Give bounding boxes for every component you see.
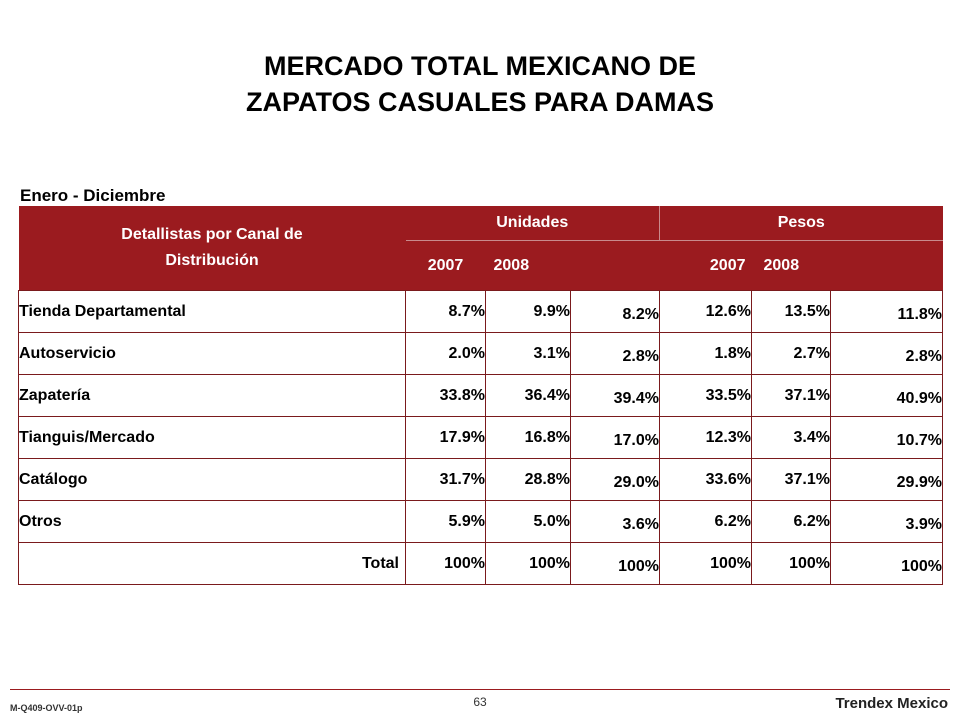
value-cell: 33.8%	[405, 374, 486, 417]
value-cell: 13.5%	[751, 290, 831, 333]
channel-header-line-1: Detallistas por Canal de	[121, 226, 303, 243]
total-label: Total	[18, 542, 406, 585]
value-cell: 100%	[570, 542, 660, 585]
channel-label: Tianguis/Mercado	[18, 416, 406, 459]
value-cell: 100%	[485, 542, 571, 585]
value-cell: 17.0%	[570, 416, 660, 459]
units-group-header: Unidades	[405, 206, 660, 241]
value-cell: 3.9%	[829, 500, 944, 543]
value-cell: 17.9%	[405, 416, 486, 459]
value-cell: 10.7%	[829, 416, 944, 459]
document-code: M-Q409-OVV-01p	[10, 703, 83, 713]
year-header: 2008	[485, 240, 571, 291]
channel-label: Catálogo	[18, 458, 406, 501]
year-header: 2007	[405, 240, 486, 291]
value-cell: 6.2%	[659, 500, 752, 543]
value-cell: 8.7%	[405, 290, 486, 333]
table-header-row-1: Detallistas por Canal de Distribución Un…	[18, 206, 943, 291]
value-cell: 33.5%	[659, 374, 752, 417]
channel-label: Tienda Departamental	[18, 290, 406, 333]
channel-label: Autoservicio	[18, 332, 406, 375]
value-cell: 2.7%	[751, 332, 831, 375]
brand-name: Trendex Mexico	[835, 695, 948, 712]
table-row: Zapatería 33.8% 36.4% 39.4% 33.5% 37.1% …	[18, 374, 944, 417]
value-cell: 2.8%	[829, 332, 944, 375]
value-cell: 40.9%	[829, 374, 944, 417]
value-cell: 3.1%	[485, 332, 571, 375]
value-cell: 28.8%	[485, 458, 571, 501]
value-cell: 33.6%	[659, 458, 752, 501]
value-cell: 39.4%	[570, 374, 660, 417]
value-cell: 12.6%	[659, 290, 752, 333]
page-number: 63	[473, 695, 487, 709]
period-label: Enero - Diciembre	[20, 186, 166, 205]
channel-label: Zapatería	[18, 374, 406, 417]
year-header: 2007	[659, 240, 752, 291]
value-cell: 5.0%	[485, 500, 571, 543]
table-row-total: Total 100% 100% 100% 100% 100% 100%	[18, 542, 944, 585]
table-header-row-2: 2007 2008 2007 2008	[19, 240, 943, 291]
value-cell: 3.4%	[751, 416, 831, 459]
value-cell: 8.2%	[570, 290, 660, 333]
value-cell: 100%	[659, 542, 752, 585]
table-row: Tienda Departamental 8.7% 9.9% 8.2% 12.6…	[18, 290, 944, 333]
table-row: Otros 5.9% 5.0% 3.6% 6.2% 6.2% 3.9%	[18, 500, 944, 543]
title-line-1: MERCADO TOTAL MEXICANO DE	[263, 51, 696, 81]
value-cell: 37.1%	[751, 374, 831, 417]
footer-divider	[10, 689, 950, 690]
value-cell: 9.9%	[485, 290, 571, 333]
value-cell: 29.0%	[570, 458, 660, 501]
value-cell: 29.9%	[829, 458, 944, 501]
title-line-2: ZAPATOS CASUALES PARA DAMAS	[245, 87, 715, 117]
year-header: 2008	[751, 240, 831, 291]
value-cell: 100%	[405, 542, 486, 585]
value-cell: 2.0%	[405, 332, 486, 375]
value-cell: 2.8%	[570, 332, 660, 375]
value-cell: 37.1%	[751, 458, 831, 501]
value-cell: 11.8%	[829, 290, 944, 333]
table-row: Catálogo 31.7% 28.8% 29.0% 33.6% 37.1% 2…	[18, 458, 944, 501]
page-title: MERCADO TOTAL MEXICANO DE ZAPATOS CASUAL…	[0, 48, 960, 120]
table-row: Autoservicio 2.0% 3.1% 2.8% 1.8% 2.7% 2.…	[18, 332, 944, 375]
table-row: Tianguis/Mercado 17.9% 16.8% 17.0% 12.3%…	[18, 416, 944, 459]
value-cell: 3.6%	[570, 500, 660, 543]
pesos-group-header: Pesos	[658, 206, 943, 241]
value-cell: 12.3%	[659, 416, 752, 459]
year-header-blank	[830, 240, 943, 291]
channel-share-table: Detallistas por Canal de Distribución Un…	[18, 206, 944, 585]
channel-label: Otros	[18, 500, 406, 543]
channel-header: Detallistas por Canal de Distribución	[18, 206, 406, 291]
value-cell: 100%	[751, 542, 831, 585]
value-cell: 36.4%	[485, 374, 571, 417]
value-cell: 31.7%	[405, 458, 486, 501]
value-cell: 6.2%	[751, 500, 831, 543]
value-cell: 16.8%	[485, 416, 571, 459]
channel-header-line-2: Distribución	[165, 252, 259, 269]
value-cell: 100%	[829, 542, 944, 585]
year-header-blank	[570, 240, 660, 291]
value-cell: 1.8%	[659, 332, 752, 375]
value-cell: 5.9%	[405, 500, 486, 543]
